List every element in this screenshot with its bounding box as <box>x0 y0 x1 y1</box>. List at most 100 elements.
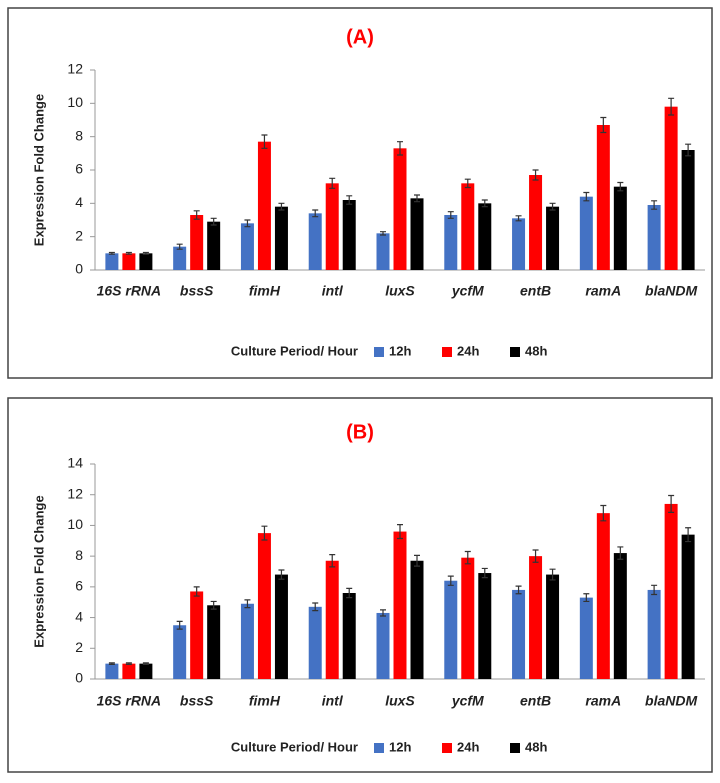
legend-label: 48h <box>525 739 547 754</box>
error-bar <box>685 143 692 157</box>
error-bar <box>108 662 115 666</box>
x-tick-label: entB <box>520 283 551 299</box>
panel-frame <box>7 7 713 379</box>
y-tick-label: 10 <box>67 94 83 110</box>
error-bar <box>193 210 200 220</box>
error-bar <box>414 194 420 203</box>
error-bar <box>685 527 692 543</box>
bar <box>240 223 254 270</box>
x-tick-label: intl <box>322 283 344 299</box>
bar <box>105 253 119 270</box>
bar <box>393 148 407 270</box>
bar <box>308 606 322 679</box>
bar <box>613 186 627 270</box>
legend-label: 12h <box>389 343 411 358</box>
bar <box>478 203 492 270</box>
bar <box>325 183 339 270</box>
x-tick-label: ycfM <box>451 283 484 299</box>
bar <box>613 553 627 679</box>
bar <box>240 603 254 679</box>
bar <box>376 233 390 270</box>
legend-title: Culture Period/ Hour <box>231 739 358 754</box>
bar <box>376 612 390 679</box>
legend-swatch <box>374 347 384 357</box>
y-tick-label: 14 <box>67 455 83 471</box>
bar <box>173 246 187 270</box>
y-tick-label: 0 <box>75 261 83 277</box>
bar <box>444 215 458 270</box>
bar <box>647 205 661 270</box>
error-bar <box>244 219 251 228</box>
x-tick-label: blaNDM <box>645 693 697 709</box>
error-bar <box>515 215 522 222</box>
bar <box>410 198 424 270</box>
bar <box>596 125 610 270</box>
error-bar <box>600 504 607 522</box>
bar <box>173 625 187 679</box>
error-bar <box>125 251 132 255</box>
bar <box>461 557 475 679</box>
legend-swatch <box>510 347 520 357</box>
error-bar <box>312 602 319 612</box>
legend-label: 48h <box>525 343 547 358</box>
bar <box>512 218 526 270</box>
legend-title: Culture Period/ Hour <box>231 343 358 358</box>
error-bar <box>244 599 251 609</box>
bar <box>274 574 288 679</box>
bar <box>681 150 695 270</box>
bar <box>546 206 560 270</box>
error-bar <box>346 587 353 599</box>
bar <box>529 556 543 679</box>
bar <box>579 597 593 679</box>
y-tick-label: 6 <box>75 161 83 177</box>
legend-swatch <box>442 347 452 357</box>
x-tick-label: luxS <box>385 693 415 709</box>
error-bar <box>532 169 539 181</box>
bar <box>596 513 610 679</box>
x-tick-label: bssS <box>180 283 214 299</box>
error-bar <box>464 550 471 565</box>
bar <box>444 580 458 679</box>
error-bar <box>193 586 200 597</box>
bar <box>461 183 475 270</box>
y-tick-label: 10 <box>67 516 83 532</box>
error-bar <box>583 191 590 202</box>
x-tick-label: ramA <box>585 283 621 299</box>
error-bar <box>447 575 454 586</box>
error-bar <box>108 251 115 255</box>
error-bar <box>617 546 624 560</box>
error-bar <box>278 569 285 580</box>
error-bar <box>464 178 471 189</box>
bar <box>207 605 221 679</box>
error-bar <box>176 243 183 250</box>
bar <box>190 591 204 679</box>
bar <box>105 663 119 679</box>
error-bar <box>210 600 217 610</box>
error-bar <box>261 134 268 149</box>
error-bar <box>549 568 556 581</box>
error-bar <box>447 211 454 219</box>
bar <box>308 213 322 270</box>
error-bar <box>515 585 522 595</box>
error-bar <box>346 195 353 205</box>
bar <box>512 589 526 679</box>
bar <box>342 593 356 679</box>
bar <box>325 560 339 679</box>
error-bar <box>125 662 132 666</box>
error-bar <box>414 554 420 567</box>
x-tick-label: fimH <box>249 283 281 299</box>
bar <box>410 560 424 679</box>
error-bar <box>380 609 386 617</box>
x-tick-label: fimH <box>249 693 281 709</box>
bar <box>579 196 593 270</box>
x-tick-label: intl <box>322 693 344 709</box>
bar <box>257 141 271 270</box>
legend-swatch <box>374 743 384 753</box>
error-bar <box>210 217 217 226</box>
chart-title: (A) <box>346 26 374 48</box>
error-bar <box>651 584 658 596</box>
x-tick-label: luxS <box>385 283 415 299</box>
y-tick-label: 0 <box>75 670 83 686</box>
legend-swatch <box>442 743 452 753</box>
